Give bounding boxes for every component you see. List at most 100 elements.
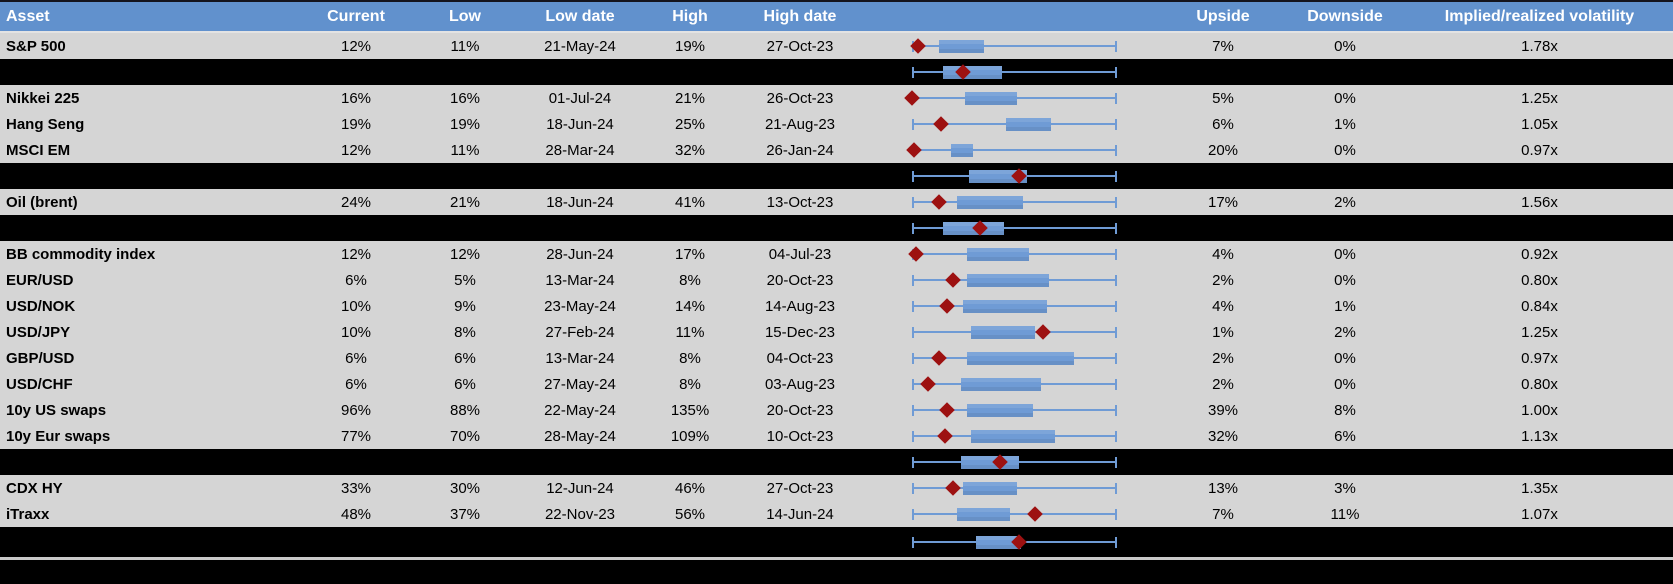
- cell-upside: 6%: [1212, 115, 1234, 133]
- cell-high-date: 14-Aug-23: [764, 297, 836, 315]
- cell-asset: CDX HY: [6, 479, 63, 497]
- whisker-cap-left: [912, 508, 914, 520]
- whisker-cap-right: [1115, 274, 1117, 286]
- whisker-cap-right: [1115, 300, 1117, 312]
- cell-low-date: 18-Jun-24: [546, 193, 614, 211]
- cell-high: 19%: [674, 37, 706, 55]
- cell-low-date: 22-Nov-23: [544, 505, 616, 523]
- cell-high: 8%: [679, 375, 701, 393]
- range-box: [963, 481, 1017, 495]
- whisker-cap-right: [1115, 144, 1117, 156]
- current-marker-diamond: [1035, 324, 1051, 340]
- whisker-cap-left: [912, 352, 914, 364]
- whisker-cap-left: [912, 378, 914, 390]
- cell-current: 33%: [340, 479, 372, 497]
- cell-current: 6%: [345, 375, 367, 393]
- cell-low: 5%: [454, 271, 476, 289]
- whisker-cap-left: [912, 170, 914, 182]
- cell-downside: 2%: [1334, 323, 1356, 341]
- cell-low: 16%: [449, 89, 481, 107]
- whisker-cap-left: [912, 66, 914, 78]
- cell-high-date: 26-Jan-24: [766, 141, 834, 159]
- whisker-cap-left: [912, 300, 914, 312]
- table-row: Nikkei 225 16% 16% 01-Jul-24 21% 26-Oct-23 5% 0…: [0, 85, 1673, 111]
- cell-downside: 6%: [1334, 427, 1356, 445]
- whisker-cap-left: [912, 222, 914, 234]
- cell-low: 6%: [454, 349, 476, 367]
- whisker-line: [912, 149, 1117, 151]
- cell-high: 109%: [670, 427, 710, 445]
- whisker-cap-right: [1115, 378, 1117, 390]
- cell-downside: 1%: [1334, 115, 1356, 133]
- cell-high: 25%: [674, 115, 706, 133]
- cell-high: 14%: [674, 297, 706, 315]
- cell-low-date: 12-Jun-24: [546, 479, 614, 497]
- cell-high-date: 27-Oct-23: [766, 37, 834, 55]
- cell-impl-real: 1.25x: [1521, 323, 1558, 341]
- current-marker-diamond: [930, 194, 947, 210]
- cell-asset: 10y US swaps: [6, 401, 107, 419]
- cell-low-date: 28-Jun-24: [546, 245, 614, 263]
- cell-upside: 17%: [1207, 193, 1239, 211]
- cell-low-date: 22-May-24: [544, 401, 616, 419]
- whisker-cap-right: [1115, 118, 1117, 130]
- cell-asset: BB commodity index: [6, 245, 156, 263]
- range-box: [967, 273, 1050, 287]
- whisker-cap-right: [1115, 222, 1117, 234]
- cell-current: 12%: [340, 245, 372, 263]
- range-box: [975, 535, 1021, 549]
- range-box: [942, 65, 1003, 79]
- range-box: [967, 351, 1074, 365]
- cell-low-date: 21-May-24: [544, 37, 616, 55]
- table-row: USD/CHF 6% 6% 27-May-24 8% 03-Aug-23 2% 0% 0.80x: [0, 371, 1673, 397]
- cell-high-date: 14-Jun-24: [766, 505, 834, 523]
- cell-high-date: 20-Oct-23: [766, 271, 834, 289]
- range-box: [961, 455, 1019, 469]
- range-box: [971, 325, 1035, 339]
- whisker-cap-left: [912, 536, 914, 548]
- whisker-cap-left: [912, 430, 914, 442]
- current-marker-diamond: [932, 116, 949, 132]
- cell-downside: 0%: [1334, 141, 1356, 159]
- cell-asset: GBP/USD: [6, 349, 75, 367]
- whisker-cap-right: [1115, 536, 1117, 548]
- cell-low-date: 28-May-24: [544, 427, 616, 445]
- current-marker-diamond: [920, 376, 937, 392]
- column-header-low: Low: [449, 7, 481, 25]
- cell-impl-real: 0.92x: [1521, 245, 1558, 263]
- whisker-cap-right: [1115, 40, 1117, 52]
- current-marker-diamond: [904, 90, 920, 106]
- cell-asset: iTraxx: [6, 505, 50, 523]
- range-box: [961, 377, 1042, 391]
- cell-asset: MSCI EM: [6, 141, 71, 159]
- cell-downside: 0%: [1334, 271, 1356, 289]
- cell-impl-real: 0.84x: [1521, 297, 1558, 315]
- cell-impl-real: 1.56x: [1521, 193, 1558, 211]
- cell-current: 12%: [340, 141, 372, 159]
- whisker-cap-right: [1115, 66, 1117, 78]
- column-header-current: Current: [327, 7, 385, 25]
- cell-current: 16%: [340, 89, 372, 107]
- cell-high-date: 13-Oct-23: [766, 193, 834, 211]
- column-header-asset: Asset: [6, 7, 50, 25]
- cell-high-date: 10-Oct-23: [766, 427, 834, 445]
- group-summary-row: [0, 59, 1673, 85]
- cell-upside: 4%: [1212, 245, 1234, 263]
- whisker-cap-left: [912, 274, 914, 286]
- cell-downside: 0%: [1334, 375, 1356, 393]
- cell-low: 6%: [454, 375, 476, 393]
- table-row: iTraxx 48% 37% 22-Nov-23 56% 14-Jun-24 7% 11% 1.…: [0, 501, 1673, 527]
- whisker-line: [912, 227, 1117, 229]
- whisker-cap-right: [1115, 456, 1117, 468]
- current-marker-diamond: [945, 272, 961, 288]
- cell-upside: 5%: [1212, 89, 1234, 107]
- whisker-line: [912, 513, 1117, 515]
- range-box: [965, 91, 1017, 105]
- cell-high: 17%: [674, 245, 706, 263]
- whisker-cap-right: [1115, 352, 1117, 364]
- table-row: MSCI EM 12% 11% 28-Mar-24 32% 26-Jan-24 20% 0% 0…: [0, 137, 1673, 163]
- current-marker-diamond: [939, 402, 955, 418]
- cell-asset: Oil (brent): [6, 193, 78, 211]
- cell-upside: 2%: [1212, 271, 1234, 289]
